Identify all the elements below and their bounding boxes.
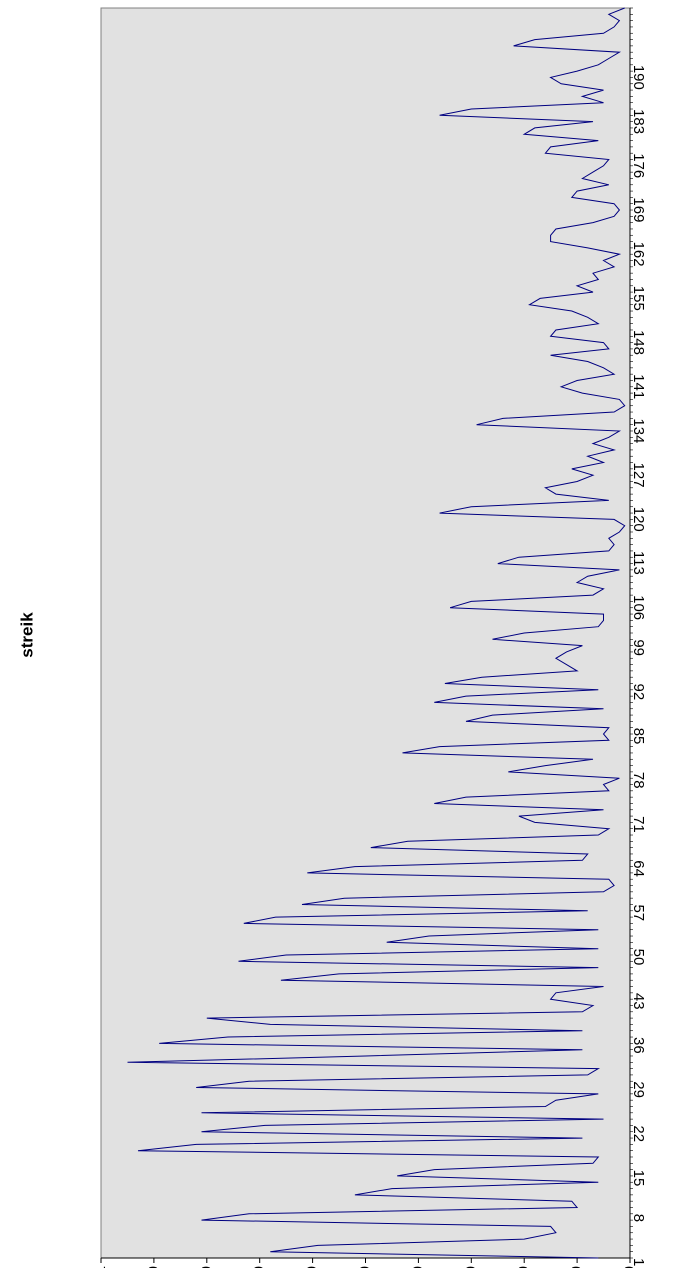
value-tick-label: 6,00E+00 xyxy=(304,1266,321,1268)
category-tick-label: 176 xyxy=(630,153,647,178)
category-tick-label: 148 xyxy=(630,330,647,355)
category-tick-label: 64 xyxy=(630,860,647,877)
category-tick-label: 92 xyxy=(630,684,647,701)
value-tick-label: 9,00E+00 xyxy=(145,1266,162,1268)
category-tick-label: 169 xyxy=(630,197,647,222)
category-tick-label: 99 xyxy=(630,639,647,656)
category-tick-label: 57 xyxy=(630,904,647,921)
category-tick-label: 162 xyxy=(630,242,647,267)
category-tick-label: 22 xyxy=(630,1125,647,1142)
category-tick-label: 127 xyxy=(630,463,647,488)
plot-area xyxy=(100,7,631,1259)
value-tick-label: 7,00E+00 xyxy=(251,1266,268,1268)
category-tick-label: 1 xyxy=(630,1258,647,1266)
category-tick-label: 141 xyxy=(630,374,647,399)
category-tick-label: 36 xyxy=(630,1037,647,1054)
category-tick-label: 50 xyxy=(630,949,647,966)
category-tick-label: 113 xyxy=(630,551,647,575)
category-tick-label: 71 xyxy=(630,816,647,833)
value-tick-label: 2,00E+00 xyxy=(515,1266,532,1268)
value-tick-label: 8,00E+00 xyxy=(198,1266,215,1268)
value-tick-label: 1,00E+01 xyxy=(92,1266,109,1268)
category-tick-label: 29 xyxy=(630,1081,647,1098)
value-tick-label: 5,00E+00 xyxy=(356,1266,373,1268)
category-tick-label: 43 xyxy=(630,993,647,1010)
value-tick-label: 0,00E+00 xyxy=(621,1266,638,1268)
category-tick-label: 85 xyxy=(630,728,647,745)
category-tick-label: 183 xyxy=(630,109,647,134)
category-tick-label: 106 xyxy=(630,595,647,620)
category-tick-label: 78 xyxy=(630,772,647,789)
value-tick-label: 4,00E+00 xyxy=(409,1266,426,1268)
value-tick-label: 3,00E+00 xyxy=(462,1266,479,1268)
category-tick-label: 190 xyxy=(630,65,647,90)
value-tick-label: 1,00E+00 xyxy=(568,1266,585,1268)
category-tick-label: 134 xyxy=(630,418,647,443)
category-tick-label: 155 xyxy=(630,286,647,311)
category-tick-label: 8 xyxy=(630,1214,647,1222)
chart-title: streik xyxy=(17,612,36,658)
category-tick-label: 120 xyxy=(630,507,647,532)
series-line xyxy=(127,7,626,1259)
category-tick-label: 15 xyxy=(630,1170,647,1187)
